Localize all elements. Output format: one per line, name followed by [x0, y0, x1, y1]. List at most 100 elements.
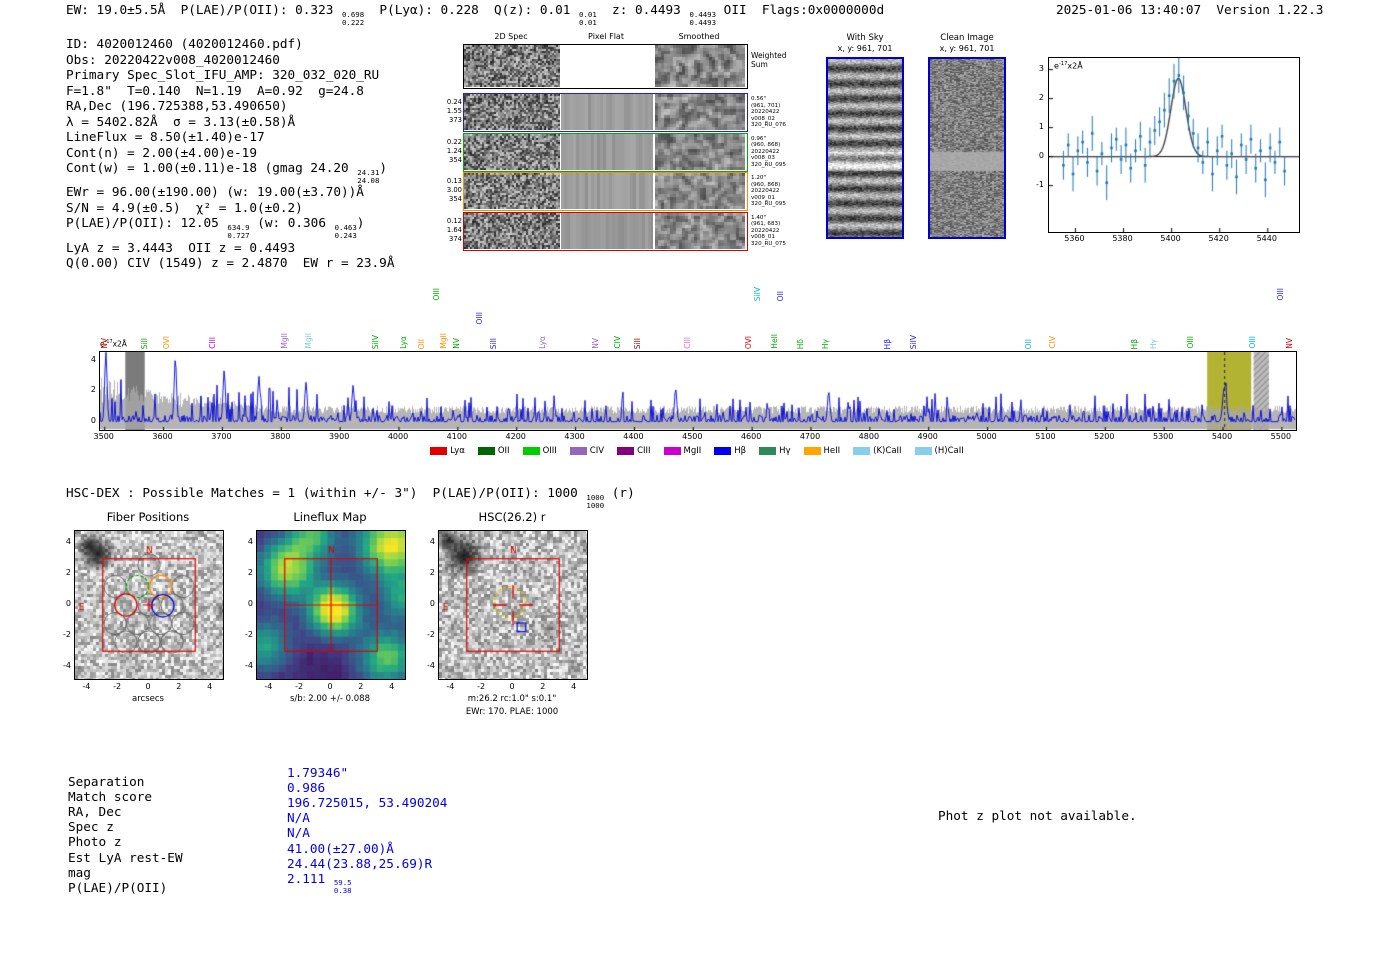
2d-spec-image	[464, 94, 560, 130]
pixel-flat-image	[561, 173, 653, 209]
info-line: Obs: 20220422v008_4020012460	[66, 51, 280, 67]
fit-plot-box: e-17x2Å	[1048, 57, 1300, 233]
smoothed-image	[655, 133, 745, 170]
cutout-y-tick-label: -2	[245, 629, 253, 639]
legend-label: MgII	[683, 446, 702, 456]
spectrum-x-tick-label: 4500	[682, 432, 703, 441]
timestamp-version: 2025-01-06 13:40:07 Version 1.22.3	[1056, 2, 1324, 17]
fiber-positions-canvas	[75, 531, 223, 679]
spectrum-x-tick-label: 4000	[387, 432, 409, 441]
emission-line-label: OIII	[1275, 288, 1285, 301]
emission-line-label: OII	[775, 290, 785, 301]
match-field-value: 2.111 59.5 0.38	[287, 870, 352, 896]
match-table-row: Spec z N/A	[68, 810, 310, 835]
cutout-x-tick-label: 4	[207, 682, 213, 691]
spectrum-x-tick-label: 4900	[917, 432, 938, 441]
spectrum-x-tick-label: 3800	[270, 432, 291, 441]
smoothed-image	[655, 173, 745, 209]
match-table-row: RA, Dec 196.725015, 53.490204	[68, 795, 447, 820]
emission-line-label: Hγ	[1148, 338, 1158, 349]
match-field-value: 1.79346"	[287, 765, 349, 780]
match-field-label: P(LAE)/P(OII)	[68, 879, 168, 895]
match-field-label: RA, Dec	[68, 804, 122, 820]
fit-y-tick-label: 1	[1038, 121, 1044, 131]
spectrum-x-tick-label: 5100	[1035, 432, 1056, 441]
emission-line-label: NV	[591, 338, 601, 349]
fiber-positions-plot	[74, 530, 224, 680]
legend-item: Hβ	[714, 446, 746, 456]
emission-line-label: SiIV	[753, 286, 763, 301]
hsc-cutout-title: HSC(26.2) r	[478, 510, 546, 524]
pixel-flat-image	[561, 212, 653, 249]
fit-x-tick-label: 5420	[1208, 234, 1229, 243]
stacked-fraction: 24.31 24.08	[357, 167, 380, 185]
stacked-fraction: 59.5 0.38	[333, 878, 352, 896]
match-table-row: mag 24.44(23.88,25.69)R	[68, 856, 432, 880]
match-field-value: 0.986	[287, 780, 326, 796]
info-line: RA,Dec (196.725388,53.490650)	[66, 98, 288, 113]
with-sky-title: With Sky	[846, 33, 884, 43]
spectrum-x-tick-label: 3900	[328, 432, 350, 441]
legend-swatch	[522, 446, 540, 456]
emission-line-label: OVI	[744, 335, 754, 349]
cutout-x-tick-label: -2	[295, 682, 304, 691]
spec2d-row: Weighted Sum	[463, 44, 787, 89]
legend-item: CIV	[569, 446, 605, 456]
match-field-value: 24.44(23.88,25.69)R	[287, 855, 433, 871]
spectrum-x-tick-label: 4700	[799, 432, 821, 441]
emission-line-label: CIV	[1047, 336, 1057, 349]
emission-line-label: OVI	[161, 335, 171, 349]
photz-note: Phot z plot not available.	[938, 808, 1137, 823]
line-legend: Lyα OII OIII CIV CIII MgII Hβ Hγ HeII (K)CaII (H)C…	[99, 446, 1295, 456]
pixel-flat-image	[561, 94, 653, 130]
cutout-x-tick-label: -4	[446, 682, 455, 691]
legend-item: HeII	[803, 446, 840, 456]
emission-line-label: HeII	[770, 334, 780, 349]
legend-label: CIII	[637, 446, 651, 456]
legend-swatch	[714, 446, 732, 456]
smoothed-image	[655, 94, 745, 130]
lineflux-map-title: Lineflux Map	[293, 510, 367, 524]
spec2d-col-header: Smoothed	[678, 32, 720, 41]
spec2d-row: 0.13 3.00 354 1.20" (960, 868) 20220422 v009_0…	[447, 172, 786, 211]
info-line: Primary Spec_Slot_IFU_AMP: 320_032_020_R…	[66, 67, 380, 82]
with-sky-image	[826, 57, 904, 239]
spectrum-x-tick-label: 3700	[211, 432, 232, 441]
stacked-fraction: 0.4493 0.4493	[689, 9, 717, 27]
info-line: λ = 5402.82Å σ = 3.13(±0.58)Å	[66, 113, 296, 129]
fiber-row-annotation: 1.20" (960, 868) 20220422 v009_01 320_RU_095	[751, 175, 786, 208]
emission-line-label: Hβ	[882, 338, 892, 349]
spectrum-x-tick-label: 4100	[446, 432, 468, 441]
spectrum-x-tick-label: 4600	[740, 432, 762, 441]
spectrum-x-tick-label: 4300	[564, 432, 585, 441]
cutout-y-tick-label: -4	[63, 660, 71, 670]
legend-item: (K)CaII	[853, 446, 902, 456]
spectrum-x-tick-label: 4400	[623, 432, 644, 441]
emission-line-label: NV	[1284, 338, 1294, 349]
match-field-label: Spec z	[68, 819, 114, 835]
spectrum-x-tick-label: 5000	[976, 432, 997, 441]
fiber-row-annotation: 0.96" (960, 868) 20220422 v008_03 320_RU_095	[751, 135, 786, 168]
fit-plot-canvas	[1049, 58, 1299, 232]
legend-label: CIV	[589, 446, 605, 456]
2d-spec-image	[464, 173, 560, 209]
legend-swatch	[617, 446, 635, 456]
clean-image-coords: x, y: 961, 701	[939, 44, 995, 53]
lineflux-map-plot	[256, 530, 406, 680]
emission-line-label: OIII	[1247, 336, 1257, 349]
fiber-xlabel: arcsecs	[132, 694, 164, 704]
fit-x-tick-label: 5440	[1256, 234, 1277, 243]
emission-line-label: CIII	[682, 337, 692, 349]
emission-line-label: SiII	[632, 337, 642, 349]
emission-line-label: OII	[1023, 338, 1033, 349]
match-table-row: Separation 1.79346"	[68, 765, 348, 789]
emission-line-label: CIV	[613, 336, 623, 349]
hsc-caption-1: m:26.2 rc:1.0" s:0.1"	[467, 694, 557, 704]
legend-item: CIII	[617, 446, 651, 456]
cutout-y-tick-label: -2	[63, 629, 71, 639]
cutout-y-tick-label: 2	[429, 568, 435, 578]
emission-line-label: NV	[99, 338, 109, 349]
legend-swatch	[430, 446, 448, 456]
spectrum-plot-box	[99, 351, 1297, 431]
cutout-y-tick-label: 4	[65, 537, 71, 547]
